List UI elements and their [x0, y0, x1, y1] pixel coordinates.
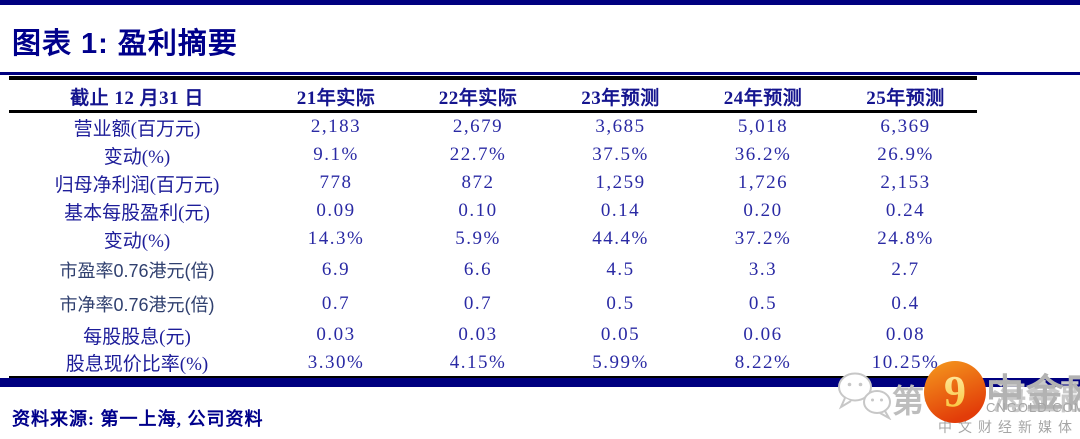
cell: 0.03 [458, 324, 498, 345]
cell: 9.1% [313, 144, 359, 165]
source-note: 资料来源: 第一上海, 公司资料 [12, 409, 264, 429]
cell: 6,369 [880, 116, 931, 137]
cell: 8.22% [734, 351, 792, 373]
header-25-forecast: 25年预测 [866, 88, 945, 109]
cell: 0.14 [600, 200, 641, 221]
cell: 37.2% [734, 228, 792, 249]
cell: 778 [319, 172, 353, 193]
row-label: 市盈率0.76港元(倍) [59, 261, 215, 281]
bottom-divider-bar [0, 378, 1080, 387]
cell: 0.24 [885, 200, 926, 221]
cell: 36.2% [734, 144, 792, 165]
cell: 4.5 [606, 259, 635, 280]
table-row-dps: 每股股息(元) 0.03 0.03 0.05 0.06 0.08 [9, 321, 977, 349]
row-label: 变动(%) [103, 230, 171, 252]
cell: 2,153 [880, 172, 931, 193]
cell: 3.30% [307, 351, 365, 373]
header-22-actual: 22年实际 [438, 88, 518, 109]
cell: 37.5% [592, 144, 649, 165]
header-21-actual: 21年实际 [296, 88, 376, 109]
table-header-row: 截止 12 月31 日 21年实际 22年实际 23年预测 24年预测 25年预… [9, 83, 977, 112]
watermark-overlap-text: 海金融 [992, 379, 1080, 417]
row-label: 归母净利润(百万元) [54, 174, 220, 196]
cell: 24.8% [877, 228, 934, 249]
cell: 0.5 [606, 293, 635, 314]
row-label: 市净率0.76港元(倍) [59, 295, 215, 315]
cell: 44.4% [592, 228, 649, 249]
table-row-basic-eps: 基本每股盈利(元) 0.09 0.10 0.14 0.20 0.24 [9, 197, 977, 225]
svg-text:9: 9 [944, 367, 966, 416]
cell: 22.7% [449, 144, 507, 165]
cell: 5.9% [455, 228, 501, 249]
table-row-pb-ratio: 市净率0.76港元(倍) 0.7 0.7 0.5 0.5 0.4 [9, 287, 977, 321]
cell: 0.10 [458, 200, 498, 221]
cell: 0.05 [600, 324, 641, 345]
table-row-revenue-change: 变动(%) 9.1% 22.7% 37.5% 36.2% 26.9% [9, 141, 977, 169]
cngold-logo-icon: 9 [922, 359, 988, 430]
cell: 3,685 [595, 116, 646, 137]
title-rule-navy [0, 72, 1080, 75]
row-label: 股息现价比率(%) [65, 354, 209, 375]
cell: 2.7 [891, 259, 920, 280]
row-label: 基本每股盈利(元) [64, 202, 210, 224]
cell: 0.03 [316, 324, 356, 345]
cell: 3.3 [748, 259, 778, 280]
cell: 872 [461, 172, 495, 193]
cell: 5,018 [737, 116, 789, 137]
cell: 0.08 [885, 324, 926, 345]
cell: 10.25% [871, 351, 940, 373]
cell: 14.3% [307, 228, 365, 249]
table-row-eps-change: 变动(%) 14.3% 5.9% 44.4% 37.2% 24.8% [9, 225, 977, 253]
cell: 4.15% [449, 351, 507, 373]
cell: 0.5 [748, 293, 778, 314]
cell: 0.20 [743, 200, 783, 221]
header-period: 截止 12 月31 日 [70, 88, 204, 109]
watermark-tagline: 中文财经新媒体 [938, 419, 1078, 435]
row-label: 变动(%) [103, 146, 171, 168]
table-row-net-profit: 归母净利润(百万元) 778 872 1,259 1,726 2,153 [9, 169, 977, 197]
watermark-site-domain: CNGOLD.COM.CN [986, 400, 1080, 415]
table-row-revenue: 营业额(百万元) 2,183 2,679 3,685 5,018 6,369 [9, 112, 977, 142]
table-bottom-border [9, 376, 977, 378]
profit-summary-table: 截止 12 月31 日 21年实际 22年实际 23年预测 24年预测 25年预… [9, 83, 977, 376]
cell: 1,259 [595, 172, 646, 193]
cell: 5.99% [592, 351, 649, 373]
cell: 0.7 [321, 293, 351, 314]
cell: 0.4 [891, 293, 920, 314]
cell: 2,679 [452, 116, 504, 137]
cell: 26.9% [877, 144, 934, 165]
figure-title: 图表 1: 盈利摘要 [12, 28, 238, 60]
cell: 1,726 [737, 172, 789, 193]
row-label: 每股股息(元) [83, 326, 191, 348]
table-row-pe-ratio: 市盈率0.76港元(倍) 6.9 6.6 4.5 3.3 2.7 [9, 253, 977, 287]
table-top-border [9, 76, 977, 80]
cell: 0.09 [316, 200, 356, 221]
header-24-forecast: 24年预测 [723, 88, 803, 109]
wechat-icon [836, 370, 894, 425]
cell: 0.7 [463, 293, 493, 314]
table-row-dividend-yield: 股息现价比率(%) 3.30% 4.15% 5.99% 8.22% 10.25% [9, 349, 977, 376]
watermark-site-name: 中金网 [986, 373, 1080, 415]
cell: 0.06 [743, 324, 783, 345]
top-divider-bar [0, 0, 1080, 5]
cell: 6.6 [463, 259, 493, 280]
cell: 2,183 [310, 116, 362, 137]
header-23-forecast: 23年预测 [581, 88, 660, 109]
row-label: 营业额(百万元) [73, 118, 201, 140]
cell: 6.9 [321, 259, 351, 280]
